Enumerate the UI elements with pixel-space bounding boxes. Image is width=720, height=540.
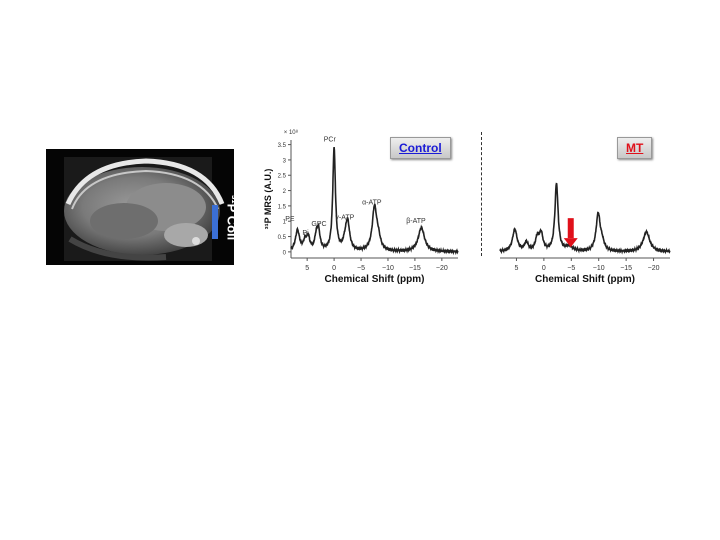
peak-label-atp: β-ATP: [406, 218, 426, 225]
control-x-tick-label: −20: [436, 265, 448, 272]
peak-label-gpc: GPC: [311, 221, 326, 228]
peak-label-pcr: PCr: [324, 137, 337, 144]
mt-x-tick-label: 5: [514, 265, 518, 272]
control-x-tick-label: 5: [305, 265, 309, 272]
red-arrow-shaft: [567, 218, 574, 239]
control-y-scale-label: × 10⁸: [284, 129, 299, 136]
control-y-tick-label: 3.5: [278, 143, 287, 149]
mt-x-tick-label: −15: [620, 265, 632, 272]
control-y-tick-label: 1.5: [278, 204, 287, 210]
mt-spectrum-line: [499, 182, 671, 255]
mt-x-axis-label: Chemical Shift (ppm): [535, 274, 635, 285]
control-x-tick-label: 0: [332, 265, 336, 272]
control-y-tick-label: 2.5: [278, 174, 287, 180]
control-spectrum-line: [290, 147, 459, 256]
control-x-tick-label: −15: [409, 265, 421, 272]
mt-x-tick-label: 0: [542, 265, 546, 272]
peak-label-atp: γ-ATP: [335, 215, 354, 222]
control-y-axis-label: ³¹P MRS (A.U.): [263, 169, 273, 230]
peak-label-atp: α-ATP: [362, 199, 382, 206]
control-title: Control: [390, 137, 451, 159]
mt-spectrum-panel: 5 0 −5 −10 −15 −20 Chemical Shift (ppm): [499, 182, 671, 285]
peak-label-pi: Pi: [302, 230, 309, 237]
control-y-tick-label: 1: [283, 220, 287, 226]
control-spectrum-panel: 5 0 −5 −10 −15 −20 Chemical Shift (ppm) 0 0.5 1 1.…: [263, 129, 459, 285]
control-x-tick-label: −10: [382, 265, 394, 272]
mt-x-tick-label: −5: [567, 265, 575, 272]
control-y-tick-label: 0: [283, 250, 287, 256]
control-x-axis-label: Chemical Shift (ppm): [324, 274, 424, 285]
red-arrow-head: [563, 238, 578, 248]
panel-divider: [481, 132, 482, 256]
coil-label: ³¹P Coil: [224, 195, 240, 241]
control-y-tick-label: 3: [283, 158, 287, 164]
mt-x-tick-label: −10: [593, 265, 605, 272]
mri-brain-sagittal: [46, 149, 234, 265]
control-y-tick-label: 2: [283, 189, 287, 195]
mt-x-tick-label: −20: [648, 265, 660, 272]
peak-label-pe: PE: [285, 216, 295, 223]
mt-title: MT: [617, 137, 653, 159]
mri-image: [46, 149, 234, 265]
control-y-tick-label: 0.5: [278, 235, 287, 241]
coil-indicator-bar: [212, 205, 218, 239]
control-x-tick-label: −5: [357, 265, 365, 272]
